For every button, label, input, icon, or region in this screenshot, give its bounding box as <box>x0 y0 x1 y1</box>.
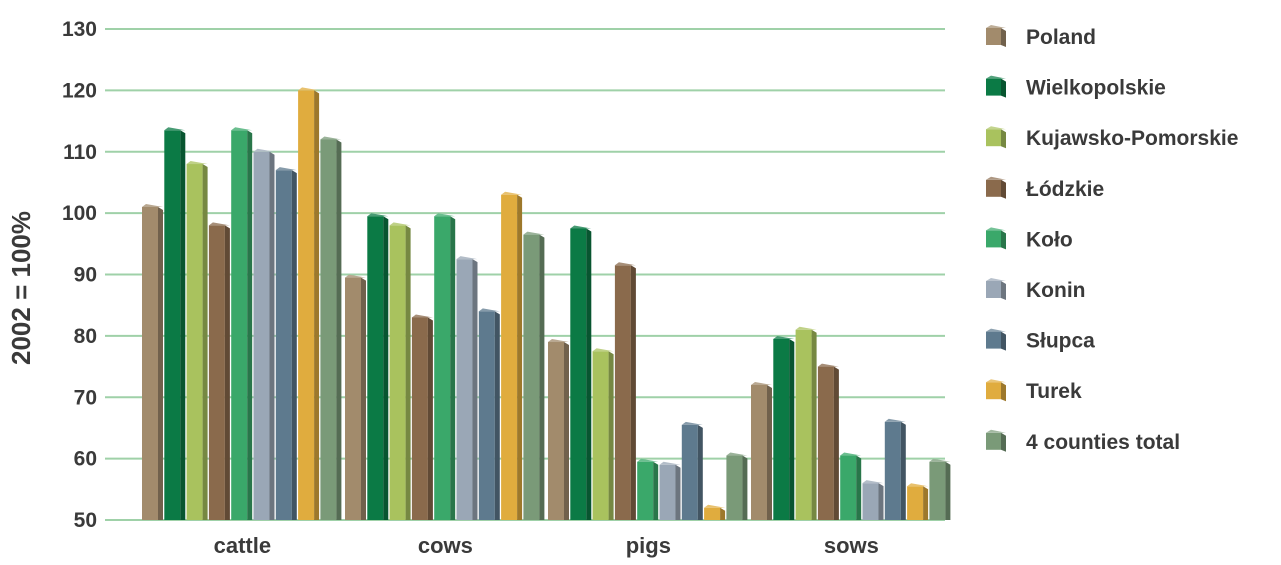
bar <box>840 452 862 520</box>
bar <box>389 222 411 520</box>
legend-swatch <box>986 126 1006 149</box>
bar <box>411 314 433 520</box>
legend-item: Koło <box>986 227 1073 251</box>
x-category-label: cows <box>418 533 473 558</box>
y-tick-label: 120 <box>62 79 97 102</box>
legend-label: Wielkopolskie <box>1026 77 1166 100</box>
legend-label: 4 counties total <box>1026 431 1180 454</box>
y-axis-ticks: 50 60 70 80 90 100 110 120 130 <box>62 18 97 532</box>
y-tick-label: 90 <box>74 264 97 287</box>
bar <box>456 256 478 520</box>
y-tick-label: 70 <box>74 386 97 409</box>
legend-swatch <box>986 278 1006 300</box>
bar <box>186 161 208 520</box>
bar <box>637 458 659 520</box>
legend-swatch <box>986 227 1006 250</box>
legend-label: Kujawsko-Pomorskie <box>1026 127 1238 150</box>
legend-swatch <box>986 25 1006 47</box>
bar <box>367 213 389 520</box>
bar <box>659 461 681 520</box>
bar <box>298 87 320 520</box>
bar <box>862 480 884 520</box>
bar <box>704 504 726 520</box>
bar <box>345 274 366 520</box>
legend-item: Słupca <box>986 328 1095 353</box>
x-category-label: pigs <box>626 533 671 558</box>
y-tick-label: 80 <box>74 325 97 348</box>
bar <box>751 381 772 520</box>
y-axis-title: 2002 = 100% <box>6 211 36 365</box>
y-tick-label: 100 <box>62 202 97 225</box>
bar <box>164 127 186 521</box>
legend-label: Konin <box>1026 279 1085 302</box>
legend-item: Kujawsko-Pomorskie <box>986 126 1238 150</box>
legend-item: Poland <box>986 25 1096 49</box>
bar <box>208 222 230 520</box>
legend: Poland Wielkopolskie Kujawsko-Pomorskie Łód… <box>986 25 1238 454</box>
bar <box>231 127 253 521</box>
bar <box>142 203 163 521</box>
x-category-label: sows <box>824 533 879 558</box>
bar <box>817 363 839 520</box>
bar <box>320 136 342 520</box>
bar <box>478 308 500 520</box>
legend-item: Łódzkie <box>986 176 1104 201</box>
bars <box>142 87 951 521</box>
bar <box>592 348 614 520</box>
y-tick-label: 110 <box>63 141 97 164</box>
bar <box>253 148 275 520</box>
bar <box>275 167 297 520</box>
bar <box>501 191 523 520</box>
y-tick-label: 130 <box>62 18 97 41</box>
legend-item: Turek <box>986 379 1082 403</box>
legend-label: Poland <box>1026 26 1096 49</box>
bar <box>726 452 748 520</box>
legend-item: Wielkopolskie <box>986 75 1166 100</box>
legend-swatch <box>986 176 1006 199</box>
legend-swatch <box>986 379 1006 402</box>
legend-swatch <box>986 328 1006 351</box>
x-category-label: cattle <box>214 533 271 558</box>
y-tick-label: 50 <box>74 509 97 532</box>
legend-item: 4 counties total <box>986 429 1180 454</box>
bar <box>773 335 795 520</box>
bar <box>523 231 545 520</box>
bar <box>681 421 703 520</box>
x-axis-categories: cattle cows pigs sows <box>214 533 879 558</box>
legend-label: Słupca <box>1026 330 1095 353</box>
legend-label: Łódzkie <box>1026 178 1104 201</box>
bar <box>614 262 636 520</box>
legend-label: Koło <box>1026 228 1073 251</box>
y-tick-label: 60 <box>74 448 97 471</box>
bar <box>884 418 906 520</box>
bar <box>548 339 569 520</box>
bar <box>929 458 951 520</box>
legend-item: Konin <box>986 278 1085 302</box>
bar <box>795 326 817 520</box>
bar <box>434 213 456 520</box>
bar <box>907 483 929 520</box>
legend-label: Turek <box>1026 380 1082 403</box>
bar <box>570 225 592 520</box>
legend-swatch <box>986 75 1006 98</box>
legend-swatch <box>986 429 1006 452</box>
